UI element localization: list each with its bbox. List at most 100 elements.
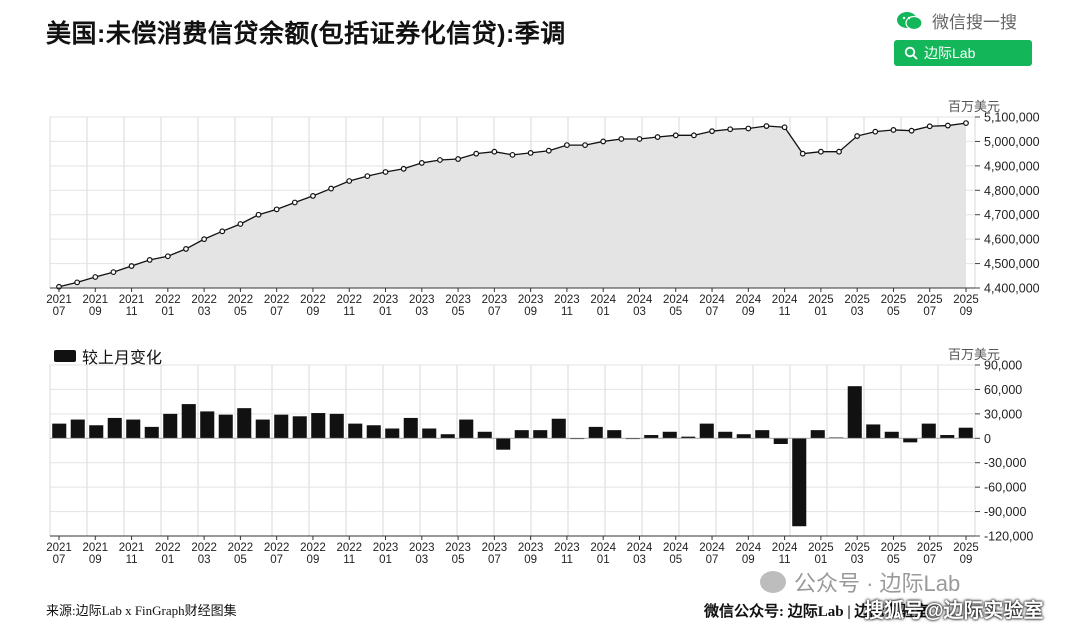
wechat-logo-icon — [897, 11, 923, 30]
change-bar — [200, 411, 215, 439]
balance-data-point — [273, 206, 280, 213]
bottom-ytick-label: 0 — [984, 432, 991, 446]
bottom-xtick-month: 01 — [597, 554, 610, 566]
change-bar — [255, 419, 270, 439]
change-bar — [422, 428, 437, 439]
bottom-xtick-month: 11 — [126, 554, 138, 566]
top-xtick-year: 2024 — [663, 294, 689, 306]
change-bar — [163, 413, 178, 439]
bottom-xtick-month: 07 — [53, 554, 66, 566]
top-unit-label: 百万美元 — [948, 99, 1001, 114]
bottom-unit-label: 百万美元 — [948, 347, 1001, 362]
search-button[interactable]: 边际Lab — [894, 40, 1032, 66]
change-bar — [218, 414, 233, 439]
change-bar — [829, 437, 844, 439]
balance-data-point — [110, 269, 117, 276]
top-xtick-month: 05 — [452, 306, 465, 318]
top-xtick-year: 2023 — [482, 294, 508, 306]
bottom-xtick-year: 2023 — [409, 542, 435, 554]
bottom-xtick-year: 2024 — [699, 542, 725, 554]
bottom-xtick-year: 2023 — [373, 542, 399, 554]
bottom-xtick-month: 07 — [923, 554, 936, 566]
bottom-xtick-month: 03 — [851, 554, 864, 566]
balance-data-point — [545, 147, 552, 154]
bottom-xtick-month: 01 — [379, 554, 392, 566]
top-xtick-year: 2023 — [518, 294, 544, 306]
watermark-sohu: 搜狐号@边际实验室 — [864, 600, 1044, 622]
balance-data-point — [799, 150, 806, 157]
top-xtick-year: 2021 — [82, 294, 108, 306]
top-xtick-month: 07 — [270, 306, 283, 318]
top-xtick-month: 07 — [53, 306, 66, 318]
balance-data-point — [745, 125, 752, 132]
change-bar — [477, 431, 492, 439]
change-bar — [385, 428, 400, 439]
bottom-xtick-month: 11 — [343, 554, 355, 566]
change-bar — [644, 435, 659, 439]
change-bar — [866, 424, 881, 439]
top-xtick-month: 11 — [343, 306, 355, 318]
top-xtick-month: 09 — [742, 306, 755, 318]
top-xtick-year: 2024 — [772, 294, 798, 306]
bottom-xtick-year: 2022 — [264, 542, 290, 554]
top-xtick-month: 09 — [960, 306, 973, 318]
bottom-xtick-month: 03 — [633, 554, 646, 566]
bottom-xtick-year: 2023 — [518, 542, 544, 554]
top-xtick-month: 11 — [561, 306, 573, 318]
balance-data-point — [963, 120, 969, 127]
top-xtick-month: 11 — [126, 306, 138, 318]
top-xtick-month: 03 — [415, 306, 428, 318]
watermark-account-text: 公众号 · 边际Lab — [794, 571, 961, 596]
bottom-xtick-year: 2024 — [627, 542, 653, 554]
bottom-xtick-year: 2025 — [881, 542, 907, 554]
top-xtick-year: 2023 — [445, 294, 471, 306]
balance-data-point — [400, 165, 407, 172]
balance-data-point — [255, 211, 262, 218]
top-xtick-month: 03 — [198, 306, 211, 318]
balance-data-point — [618, 136, 625, 142]
top-xtick-year: 2021 — [119, 294, 145, 306]
bottom-ytick-label: -60,000 — [984, 481, 1026, 495]
change-bar — [348, 423, 363, 439]
top-xtick-year: 2024 — [699, 294, 725, 306]
bottom-ytick-label: -120,000 — [984, 530, 1033, 544]
wechat-watermark-icon — [760, 571, 786, 593]
top-xtick-month: 03 — [851, 306, 864, 318]
source-note: 来源:边际Lab x FinGraph财经图集 — [46, 603, 237, 618]
bottom-xtick-month: 11 — [779, 554, 791, 566]
change-bar — [810, 430, 825, 439]
change-bar — [699, 423, 714, 439]
top-ytick-label: 4,800,000 — [984, 184, 1040, 198]
top-xtick-year: 2022 — [300, 294, 326, 306]
bottom-xtick-month: 09 — [742, 554, 755, 566]
balance-data-point — [346, 178, 353, 184]
balance-data-point — [418, 160, 425, 166]
change-bar — [792, 438, 807, 527]
top-ytick-label: 5,000,000 — [984, 135, 1040, 149]
chart-title: 美国:未偿消费信贷余额(包括证券化信贷):季调 — [46, 20, 566, 48]
balance-data-point — [836, 148, 842, 155]
top-ytick-label: 4,700,000 — [984, 208, 1040, 222]
balance-data-point — [908, 127, 915, 134]
top-xtick-year: 2024 — [736, 294, 762, 306]
top-xtick-year: 2025 — [881, 294, 907, 306]
balance-data-point — [890, 127, 897, 133]
change-bar — [903, 438, 918, 443]
top-xtick-year: 2024 — [627, 294, 653, 306]
bottom-xtick-year: 2025 — [953, 542, 979, 554]
change-bar — [126, 419, 141, 439]
top-xtick-month: 11 — [779, 306, 791, 318]
balance-data-point — [527, 150, 534, 156]
change-bar — [514, 430, 529, 439]
top-xtick-year: 2025 — [953, 294, 979, 306]
bottom-xtick-year: 2024 — [736, 542, 762, 554]
balance-data-point — [654, 134, 661, 140]
top-xtick-month: 01 — [597, 306, 610, 318]
top-xtick-year: 2022 — [228, 294, 254, 306]
bottom-xtick-month: 05 — [669, 554, 682, 566]
top-xtick-year: 2022 — [155, 294, 181, 306]
balance-data-point — [709, 128, 715, 135]
top-xtick-month: 07 — [706, 306, 719, 318]
watermark-account: 公众号 · 边际Lab — [760, 566, 960, 598]
balance-data-point — [183, 246, 189, 252]
